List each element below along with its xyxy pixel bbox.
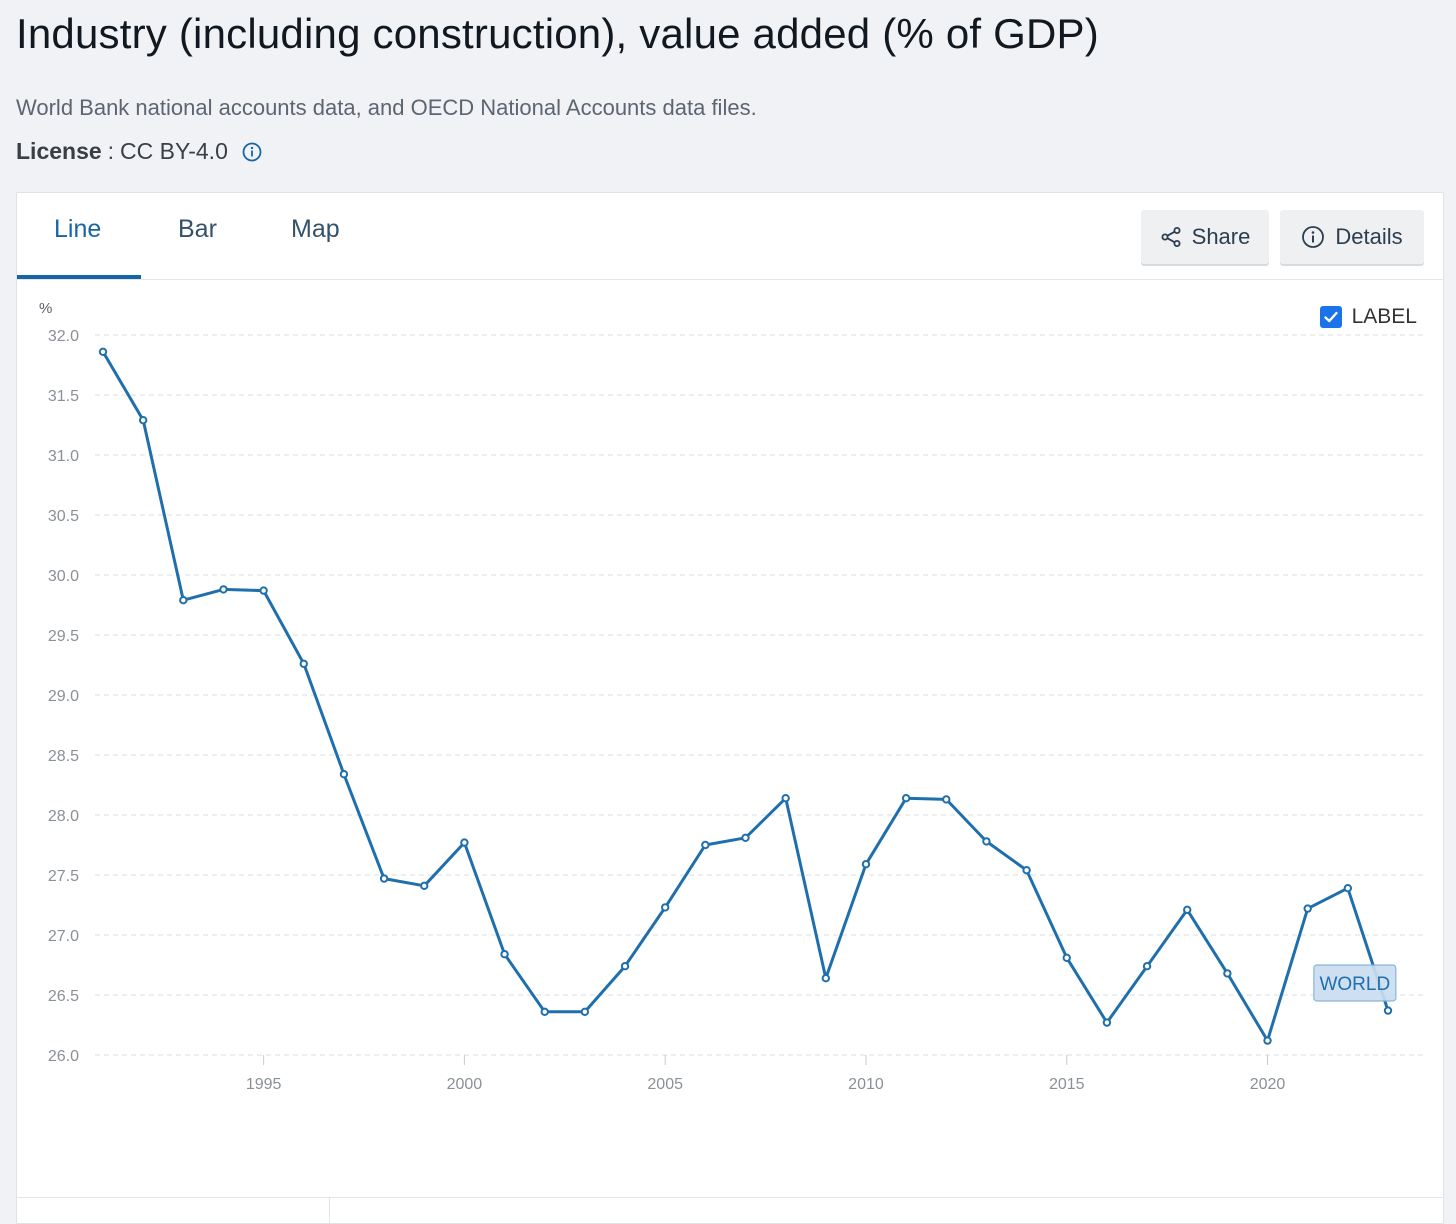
data-point bbox=[500, 950, 509, 959]
data-point bbox=[1303, 904, 1312, 913]
y-tick-label: 26.0 bbox=[48, 1048, 79, 1065]
license-separator: : bbox=[107, 138, 115, 164]
y-tick-label: 28.0 bbox=[48, 808, 79, 825]
data-point bbox=[1022, 866, 1031, 875]
y-tick-label: 31.0 bbox=[48, 448, 79, 465]
data-point bbox=[179, 596, 188, 605]
label-checkbox[interactable] bbox=[1319, 306, 1342, 328]
y-tick-label: 28.5 bbox=[48, 748, 79, 765]
data-point bbox=[540, 1007, 549, 1016]
chart-card: Line Bar Map Share Details bbox=[16, 192, 1444, 1224]
data-point bbox=[660, 903, 670, 912]
x-tick-label: 1995 bbox=[246, 1076, 282, 1093]
y-tick-label: 30.5 bbox=[48, 508, 79, 525]
series-label-world: WORLD bbox=[1319, 974, 1390, 995]
data-point bbox=[861, 860, 871, 869]
x-tick-label: 2000 bbox=[447, 1076, 483, 1093]
data-point bbox=[942, 795, 951, 804]
info-icon bbox=[1302, 226, 1325, 248]
license-value: CC BY-4.0 bbox=[120, 138, 228, 164]
data-point bbox=[1343, 884, 1353, 893]
y-tick-label: 27.0 bbox=[48, 928, 79, 945]
data-point bbox=[379, 874, 389, 883]
license-info-icon[interactable] bbox=[242, 142, 262, 162]
license-row: License : CC BY-4.0 bbox=[16, 138, 262, 165]
data-point bbox=[821, 974, 831, 983]
y-tick-label: 26.5 bbox=[48, 988, 79, 1005]
chart-type-tabs: Line Bar Map Share Details bbox=[17, 193, 1443, 280]
y-axis-unit-label: % bbox=[39, 300, 52, 317]
y-tick-label: 30.0 bbox=[48, 568, 79, 585]
data-point bbox=[219, 585, 228, 594]
active-tab-indicator bbox=[17, 275, 141, 279]
tab-line[interactable]: Line bbox=[54, 215, 102, 243]
data-point bbox=[138, 416, 148, 425]
tab-bar[interactable]: Bar bbox=[178, 215, 217, 243]
x-tick-label: 2020 bbox=[1250, 1076, 1286, 1093]
data-point bbox=[339, 770, 349, 779]
data-point bbox=[1142, 962, 1152, 971]
data-point bbox=[1102, 1018, 1112, 1027]
share-button[interactable]: Share bbox=[1141, 210, 1269, 264]
y-tick-label: 27.5 bbox=[48, 868, 79, 885]
data-point bbox=[259, 586, 268, 595]
y-tick-label: 29.5 bbox=[48, 628, 79, 645]
share-label: Share bbox=[1191, 224, 1251, 249]
data-point bbox=[1183, 905, 1192, 914]
data-point bbox=[1223, 969, 1232, 978]
data-point bbox=[781, 794, 790, 803]
data-point bbox=[741, 833, 750, 842]
card-footer-divider bbox=[17, 1197, 1443, 1198]
data-point bbox=[460, 838, 469, 847]
y-tick-label: 31.5 bbox=[48, 388, 79, 405]
page-title: Industry (including construction), value… bbox=[16, 10, 1099, 57]
tab-map[interactable]: Map bbox=[291, 215, 340, 243]
y-tick-label: 32.0 bbox=[48, 328, 79, 345]
label-toggle[interactable]: LABEL bbox=[1319, 305, 1417, 329]
details-label: Details bbox=[1335, 224, 1403, 249]
data-point bbox=[1062, 953, 1071, 962]
data-point bbox=[901, 794, 911, 803]
share-icon bbox=[1161, 227, 1181, 247]
series-label-box bbox=[1313, 964, 1397, 1002]
x-tick-label: 2005 bbox=[647, 1076, 683, 1093]
y-tick-label: 29.0 bbox=[48, 688, 79, 705]
checkmark-icon bbox=[1323, 311, 1338, 323]
label-toggle-text: LABEL bbox=[1351, 305, 1417, 328]
data-point bbox=[580, 1007, 590, 1016]
license-label: License bbox=[16, 138, 102, 164]
source-note: World Bank national accounts data, and O… bbox=[16, 95, 757, 120]
data-point bbox=[982, 837, 991, 846]
x-tick-label: 2015 bbox=[1049, 1076, 1085, 1093]
data-point bbox=[98, 347, 108, 357]
card-footer-separator bbox=[329, 1197, 330, 1223]
line-chart: % 32.0 31.5 31.0 30.5 30.0 29.5 29.0 28.5 28.0 27.… bbox=[39, 300, 1425, 1093]
data-point bbox=[701, 840, 710, 850]
details-button[interactable]: Details bbox=[1280, 210, 1424, 264]
data-point bbox=[620, 962, 630, 971]
x-tick-label: 2010 bbox=[848, 1076, 884, 1093]
data-point bbox=[1383, 1006, 1393, 1015]
data-point bbox=[299, 659, 308, 668]
data-point bbox=[1263, 1036, 1272, 1045]
data-point bbox=[420, 881, 429, 890]
